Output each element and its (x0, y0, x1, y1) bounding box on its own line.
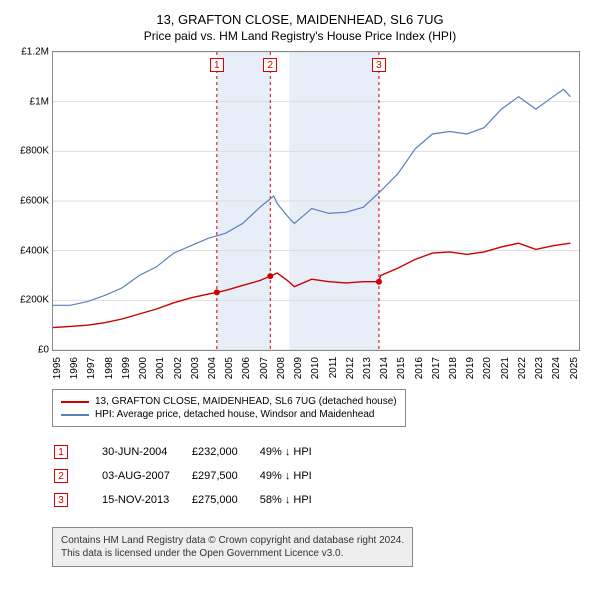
legend: 13, GRAFTON CLOSE, MAIDENHEAD, SL6 7UG (… (52, 389, 406, 427)
legend-swatch (61, 414, 89, 416)
x-axis: 1995 1996 1997 1998 1999 2000 2001 2002 2003 2004… (52, 355, 580, 379)
x-tick-label: 2010 (310, 357, 321, 379)
marker-price: £232,000 (192, 441, 258, 463)
footer-line1: Contains HM Land Registry data © Crown c… (61, 535, 404, 546)
x-tick-label: 2001 (155, 357, 166, 379)
marker-num-box: 2 (54, 469, 68, 483)
x-tick-label: 2005 (224, 357, 235, 379)
legend-item: HPI: Average price, detached house, Wind… (61, 409, 397, 420)
legend-swatch (61, 401, 89, 403)
x-tick-label: 2002 (173, 357, 184, 379)
x-tick-label: 2016 (414, 357, 425, 379)
legend-label: 13, GRAFTON CLOSE, MAIDENHEAD, SL6 7UG (… (95, 396, 397, 407)
marker-label-box: 1 (210, 58, 224, 72)
x-tick-label: 2009 (293, 357, 304, 379)
footer-line2: This data is licensed under the Open Gov… (61, 548, 343, 559)
legend-item: 13, GRAFTON CLOSE, MAIDENHEAD, SL6 7UG (… (61, 396, 397, 407)
x-tick-label: 2011 (328, 357, 339, 379)
x-tick-label: 2007 (259, 357, 270, 379)
x-tick-label: 2020 (482, 357, 493, 379)
footer-note: Contains HM Land Registry data © Crown c… (52, 527, 413, 567)
marker-price: £275,000 (192, 489, 258, 511)
x-tick-label: 2024 (551, 357, 562, 379)
x-tick-label: 1995 (52, 357, 63, 379)
data-point-dot (214, 289, 220, 295)
data-point-dot (376, 279, 382, 285)
chart-svg (53, 52, 579, 350)
marker-pct: 49% HPI (260, 465, 332, 487)
y-tick-label: £1.2M (21, 47, 49, 58)
x-tick-label: 2004 (207, 357, 218, 379)
x-tick-label: 2006 (241, 357, 252, 379)
marker-date: 30-JUN-2004 (102, 441, 190, 463)
x-tick-label: 1998 (104, 357, 115, 379)
x-tick-label: 2025 (569, 357, 580, 379)
y-axis: £0£200K£400K£600K£800K£1M£1.2M (11, 52, 51, 350)
y-tick-label: £600K (20, 196, 49, 207)
x-tick-label: 2000 (138, 357, 149, 379)
y-tick-label: £0 (38, 345, 49, 356)
y-tick-label: £800K (20, 146, 49, 157)
x-tick-label: 1999 (121, 357, 132, 379)
x-tick-label: 2014 (379, 357, 390, 379)
x-tick-label: 2023 (534, 357, 545, 379)
x-tick-label: 2015 (396, 357, 407, 379)
arrow-down-icon (285, 446, 291, 458)
marker-num-box: 3 (54, 493, 68, 507)
x-tick-label: 1997 (86, 357, 97, 379)
x-tick-label: 2013 (362, 357, 373, 379)
marker-date: 15-NOV-2013 (102, 489, 190, 511)
arrow-down-icon (285, 494, 291, 506)
x-tick-label: 2019 (465, 357, 476, 379)
marker-num-box: 1 (54, 445, 68, 459)
arrow-down-icon (285, 470, 291, 482)
markers-table: 1 30-JUN-2004£232,00049% HPI 2 03-AUG-2007£… (52, 439, 334, 513)
data-point-dot (267, 273, 273, 279)
y-tick-label: £400K (20, 245, 49, 256)
table-row: 2 03-AUG-2007£297,50049% HPI (54, 465, 332, 487)
marker-pct: 58% HPI (260, 489, 332, 511)
x-tick-label: 2012 (345, 357, 356, 379)
y-tick-label: £1M (30, 96, 49, 107)
x-tick-label: 2008 (276, 357, 287, 379)
table-row: 1 30-JUN-2004£232,00049% HPI (54, 441, 332, 463)
x-tick-label: 2021 (500, 357, 511, 379)
marker-label-box: 3 (372, 58, 386, 72)
x-tick-label: 2022 (517, 357, 528, 379)
legend-label: HPI: Average price, detached house, Wind… (95, 409, 374, 420)
chart-title: 13, GRAFTON CLOSE, MAIDENHEAD, SL6 7UG (12, 12, 588, 27)
y-tick-label: £200K (20, 295, 49, 306)
x-tick-label: 2003 (190, 357, 201, 379)
x-tick-label: 1996 (69, 357, 80, 379)
chart-plot-area: £0£200K£400K£600K£800K£1M£1.2M 123 (52, 51, 580, 351)
marker-label-box: 2 (263, 58, 277, 72)
x-tick-label: 2018 (448, 357, 459, 379)
marker-pct: 49% HPI (260, 441, 332, 463)
marker-date: 03-AUG-2007 (102, 465, 190, 487)
marker-price: £297,500 (192, 465, 258, 487)
chart-subtitle: Price paid vs. HM Land Registry's House … (12, 29, 588, 43)
table-row: 3 15-NOV-2013£275,00058% HPI (54, 489, 332, 511)
x-tick-label: 2017 (431, 357, 442, 379)
